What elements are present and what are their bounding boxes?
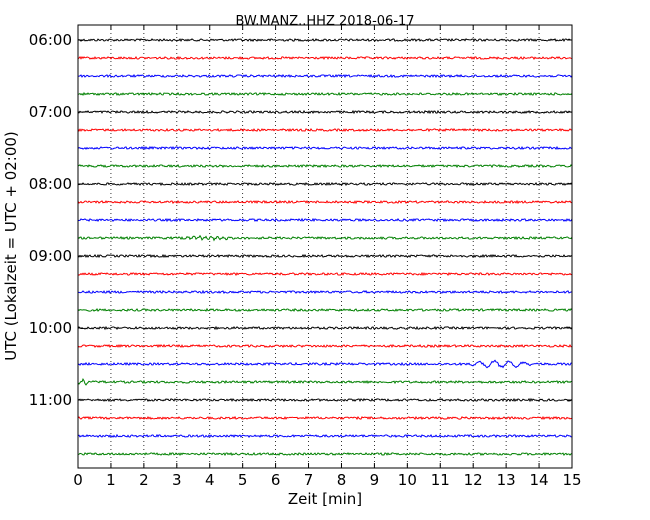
trace-group xyxy=(77,38,573,457)
trace-0700 xyxy=(77,109,573,115)
y-tick-label: 11:00 xyxy=(29,391,72,409)
x-tick-label: 10 xyxy=(398,471,417,489)
trace-0845 xyxy=(77,234,573,242)
x-tick-label: 5 xyxy=(238,471,248,489)
chart-title: BW.MANZ..HHZ 2018-06-17 xyxy=(235,14,414,29)
x-tick-label: 6 xyxy=(271,471,281,489)
plot-frame xyxy=(77,24,573,469)
trace-1030 xyxy=(77,359,573,369)
y-tick-label: 09:00 xyxy=(29,247,72,265)
trace-0630 xyxy=(77,73,573,79)
trace-0615 xyxy=(77,55,573,61)
x-tick-label: 15 xyxy=(562,471,581,489)
trace-0815 xyxy=(77,199,573,205)
trace-1045 xyxy=(77,378,573,386)
vertical-grid xyxy=(110,25,540,468)
trace-0745 xyxy=(77,163,573,169)
x-tick-label: 14 xyxy=(530,471,549,489)
trace-0715 xyxy=(77,127,573,133)
x-tick-label: 1 xyxy=(106,471,116,489)
trace-1000 xyxy=(77,325,573,331)
x-axis-label: Zeit [min] xyxy=(288,490,362,508)
trace-0900 xyxy=(77,253,573,259)
x-tick-label: 8 xyxy=(337,471,347,489)
y-tick-label: 07:00 xyxy=(29,103,72,121)
y-tick-label: 08:00 xyxy=(29,175,72,193)
trace-0915 xyxy=(77,271,573,277)
trace-1130 xyxy=(77,433,573,439)
x-tick-label: 13 xyxy=(497,471,516,489)
trace-0645 xyxy=(77,91,573,97)
y-tick-label: 06:00 xyxy=(29,31,72,49)
trace-0930 xyxy=(77,289,573,295)
y-axis-label: UTC (Lokalzeit = UTC + 02:00) xyxy=(2,131,20,361)
x-tick-label: 0 xyxy=(73,471,83,489)
x-tick-label: 9 xyxy=(370,471,380,489)
x-tick-label: 12 xyxy=(464,471,483,489)
trace-0730 xyxy=(77,145,573,151)
trace-1015 xyxy=(77,343,573,349)
trace-0800 xyxy=(77,181,573,187)
trace-1115 xyxy=(77,415,573,421)
x-tick-label: 7 xyxy=(304,471,314,489)
trace-1100 xyxy=(77,397,573,403)
y-axis-ticks: 06:00 07:00 08:00 09:00 10:00 11:00 xyxy=(29,31,572,409)
trace-1145 xyxy=(77,451,573,457)
x-tick-label: 11 xyxy=(431,471,450,489)
trace-0600 xyxy=(77,38,573,43)
x-tick-label: 4 xyxy=(205,471,215,489)
y-tick-label: 10:00 xyxy=(29,319,72,337)
trace-0830 xyxy=(77,217,573,223)
x-axis-ticks: 0 1 2 3 4 5 6 7 8 9 10 11 12 13 14 15 xyxy=(73,25,582,489)
trace-0945 xyxy=(77,307,573,313)
x-tick-label: 3 xyxy=(172,471,182,489)
x-tick-label: 2 xyxy=(139,471,149,489)
